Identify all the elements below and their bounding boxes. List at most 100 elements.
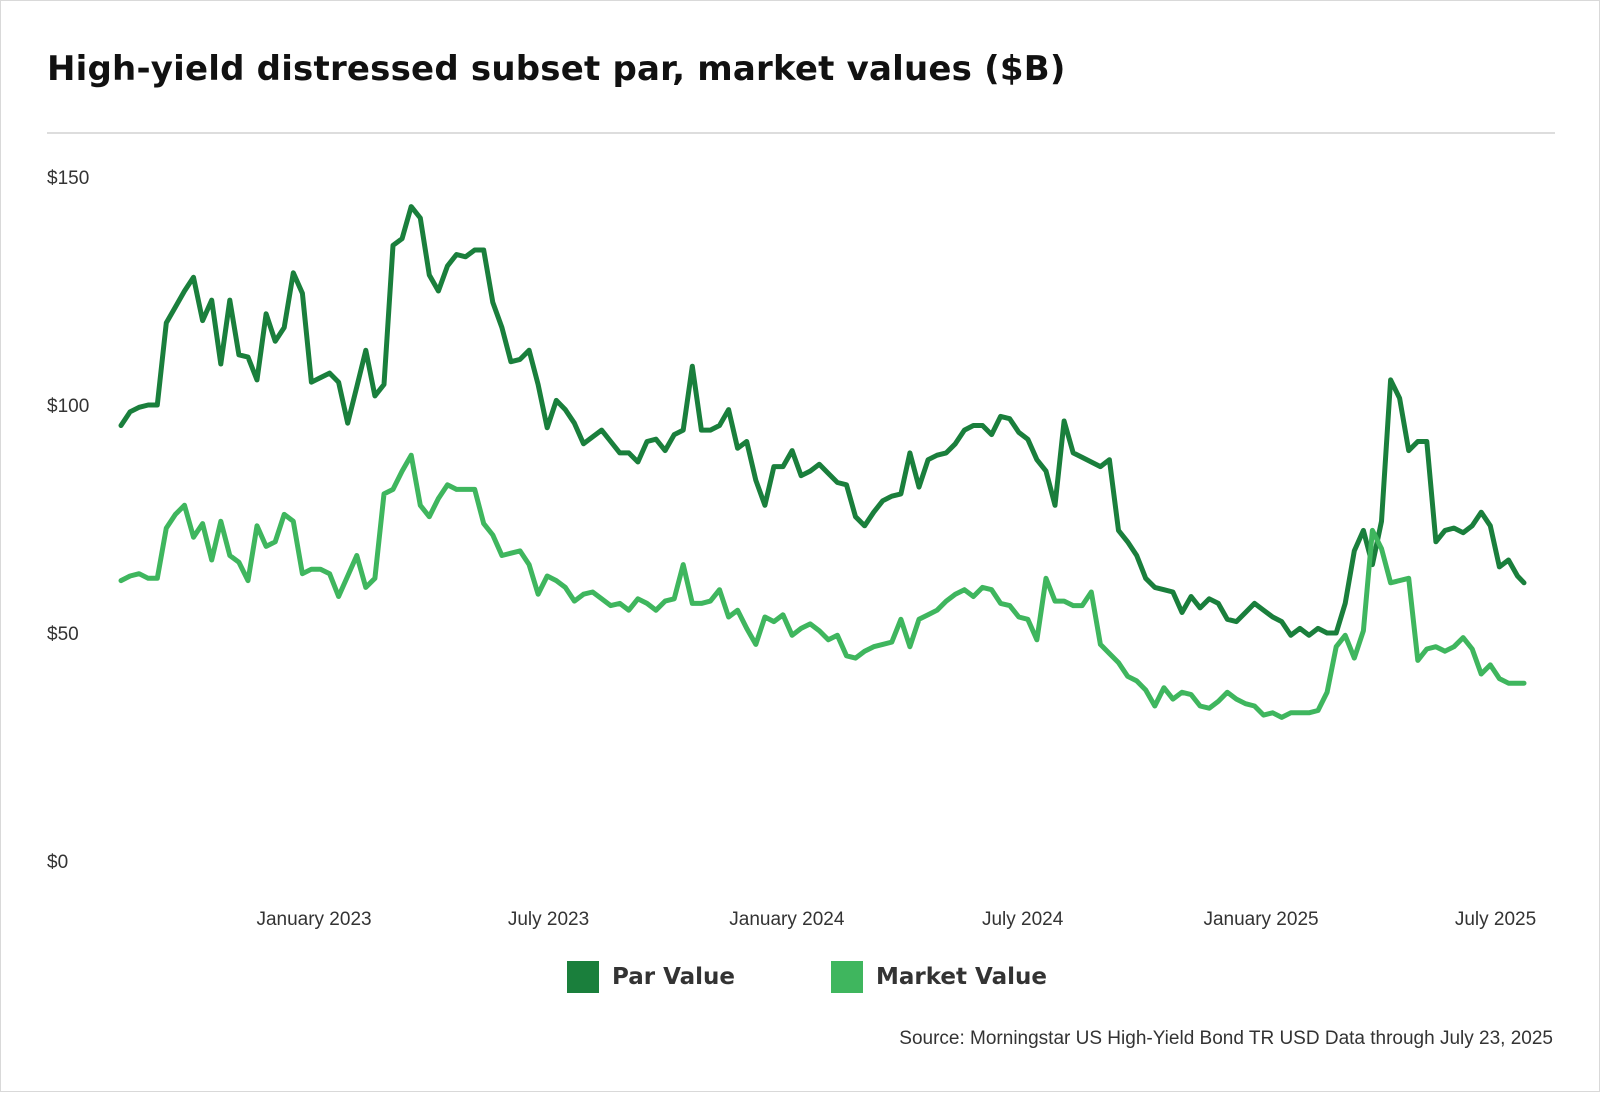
data-point-par-value-124 bbox=[1243, 610, 1248, 615]
legend-item-market-value[interactable]: Market Value bbox=[831, 961, 1047, 993]
data-point-market-value-45 bbox=[527, 562, 532, 567]
series-par-value bbox=[118, 204, 1527, 638]
data-point-par-value-92 bbox=[953, 441, 958, 446]
data-point-par-value-33 bbox=[418, 216, 423, 220]
data-point-market-value-128 bbox=[1279, 715, 1284, 720]
data-point-market-value-8 bbox=[191, 535, 196, 540]
data-point-market-value-24 bbox=[336, 594, 341, 599]
data-point-par-value-50 bbox=[572, 421, 577, 426]
data-point-par-value-149 bbox=[1470, 523, 1475, 528]
data-point-par-value-2 bbox=[137, 405, 142, 410]
data-point-par-value-83 bbox=[871, 510, 876, 515]
data-point-par-value-75 bbox=[799, 473, 804, 478]
data-point-market-value-27 bbox=[363, 585, 368, 590]
data-point-par-value-5 bbox=[164, 320, 169, 325]
data-point-par-value-59 bbox=[654, 437, 658, 442]
data-point-market-value-141 bbox=[1397, 578, 1402, 583]
source-note: Source: Morningstar US High-Yield Bond T… bbox=[899, 1028, 1553, 1049]
data-point-market-value-111 bbox=[1125, 674, 1130, 679]
data-point-par-value-73 bbox=[781, 464, 785, 469]
data-point-market-value-70 bbox=[753, 642, 758, 647]
data-point-market-value-95 bbox=[980, 585, 985, 590]
data-point-market-value-91 bbox=[944, 599, 949, 604]
data-point-market-value-61 bbox=[672, 596, 677, 601]
data-point-market-value-36 bbox=[445, 482, 450, 487]
data-point-market-value-152 bbox=[1497, 676, 1502, 681]
data-point-par-value-70 bbox=[753, 478, 758, 483]
data-point-par-value-150 bbox=[1479, 510, 1484, 515]
data-point-par-value-60 bbox=[663, 448, 668, 453]
data-point-par-value-141 bbox=[1397, 396, 1402, 401]
data-point-market-value-124 bbox=[1243, 701, 1248, 706]
data-point-par-value-154 bbox=[1515, 574, 1520, 578]
data-point-market-value-69 bbox=[744, 626, 749, 631]
data-point-market-value-7 bbox=[182, 503, 187, 508]
data-point-market-value-23 bbox=[327, 571, 332, 576]
data-point-par-value-36 bbox=[445, 263, 450, 268]
data-point-par-value-57 bbox=[635, 460, 640, 464]
data-point-par-value-40 bbox=[481, 248, 486, 252]
data-point-par-value-120 bbox=[1207, 596, 1212, 601]
data-point-par-value-72 bbox=[771, 464, 776, 469]
data-point-market-value-104 bbox=[1062, 599, 1067, 604]
data-point-par-value-30 bbox=[391, 243, 395, 248]
data-point-par-value-84 bbox=[880, 498, 885, 503]
data-point-par-value-96 bbox=[989, 432, 994, 437]
data-point-par-value-63 bbox=[690, 364, 695, 369]
data-point-par-value-91 bbox=[944, 450, 949, 455]
data-point-par-value-15 bbox=[255, 377, 259, 382]
data-point-par-value-71 bbox=[762, 503, 767, 508]
data-point-par-value-107 bbox=[1089, 460, 1094, 464]
x-axis: January 2023 July 2023 January 2024 July 20… bbox=[256, 909, 1536, 930]
data-point-par-value-139 bbox=[1379, 519, 1384, 524]
data-point-par-value-131 bbox=[1307, 633, 1311, 638]
data-point-market-value-20 bbox=[300, 571, 305, 576]
data-point-par-value-119 bbox=[1198, 605, 1203, 610]
data-point-par-value-54 bbox=[608, 439, 613, 444]
data-point-market-value-75 bbox=[799, 626, 804, 631]
data-point-par-value-0 bbox=[119, 423, 123, 428]
data-point-market-value-146 bbox=[1443, 649, 1447, 654]
data-point-par-value-89 bbox=[926, 457, 931, 462]
data-point-market-value-133 bbox=[1325, 690, 1330, 695]
data-point-par-value-127 bbox=[1270, 615, 1275, 619]
data-point-market-value-86 bbox=[898, 617, 903, 622]
data-point-par-value-69 bbox=[744, 439, 749, 444]
data-point-par-value-125 bbox=[1252, 601, 1257, 606]
data-point-market-value-144 bbox=[1424, 647, 1429, 651]
data-point-par-value-145 bbox=[1433, 539, 1438, 544]
data-point-par-value-16 bbox=[264, 311, 269, 316]
data-point-market-value-127 bbox=[1270, 710, 1275, 715]
data-point-par-value-116 bbox=[1170, 590, 1175, 594]
data-point-par-value-58 bbox=[645, 439, 649, 444]
data-point-market-value-13 bbox=[236, 560, 241, 565]
data-point-market-value-43 bbox=[508, 551, 513, 556]
data-point-par-value-147 bbox=[1452, 526, 1456, 531]
data-point-par-value-67 bbox=[726, 407, 731, 412]
data-point-market-value-137 bbox=[1361, 628, 1366, 633]
data-point-par-value-151 bbox=[1488, 523, 1493, 528]
data-point-par-value-49 bbox=[563, 407, 568, 412]
data-point-par-value-148 bbox=[1461, 530, 1466, 535]
data-point-market-value-101 bbox=[1034, 637, 1039, 642]
data-point-market-value-136 bbox=[1352, 656, 1357, 661]
legend-item-par-value[interactable]: Par Value bbox=[567, 961, 735, 993]
data-point-market-value-74 bbox=[790, 633, 795, 638]
data-point-market-value-102 bbox=[1044, 576, 1048, 581]
data-point-market-value-108 bbox=[1098, 642, 1103, 647]
data-point-par-value-51 bbox=[581, 441, 586, 446]
data-point-market-value-120 bbox=[1207, 706, 1212, 711]
data-point-market-value-39 bbox=[472, 487, 477, 492]
data-point-market-value-73 bbox=[781, 612, 785, 617]
data-point-par-value-25 bbox=[345, 421, 350, 426]
data-point-market-value-107 bbox=[1089, 590, 1094, 594]
data-point-par-value-22 bbox=[318, 375, 323, 380]
data-point-market-value-147 bbox=[1452, 644, 1456, 649]
data-point-market-value-153 bbox=[1506, 681, 1511, 686]
data-point-market-value-110 bbox=[1116, 660, 1121, 665]
data-point-market-value-16 bbox=[264, 544, 269, 549]
data-point-market-value-121 bbox=[1216, 699, 1221, 704]
data-point-par-value-82 bbox=[862, 523, 867, 528]
data-point-par-value-117 bbox=[1180, 610, 1184, 615]
data-point-market-value-131 bbox=[1307, 710, 1311, 715]
